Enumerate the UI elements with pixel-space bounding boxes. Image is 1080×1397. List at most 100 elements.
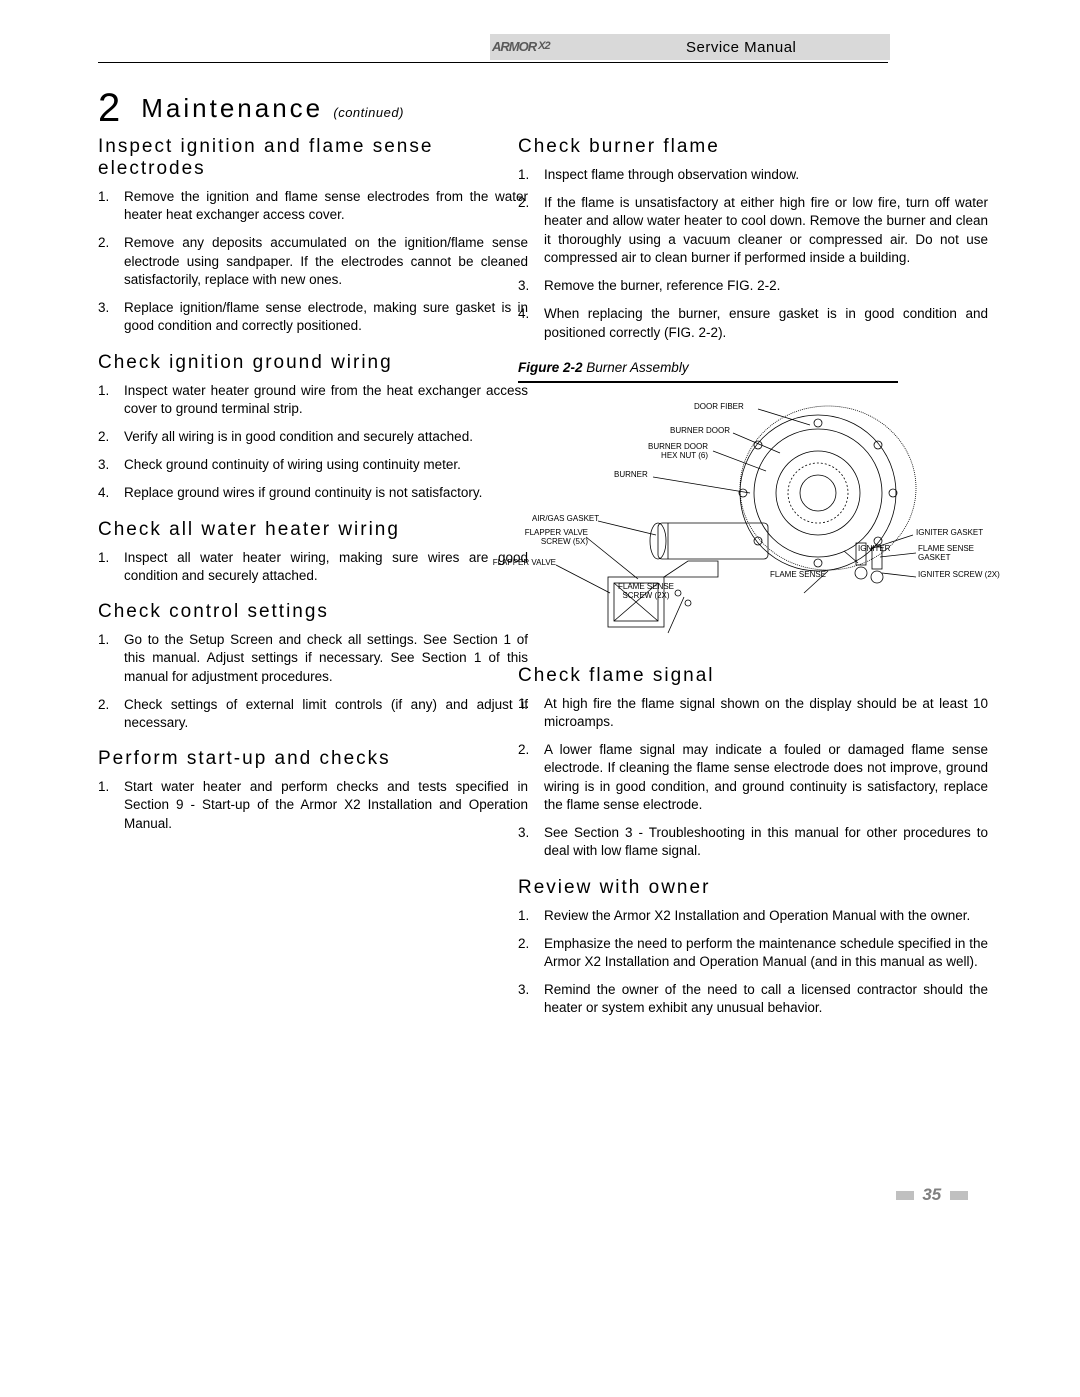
fig-label: FLAME SENSE SCREW (2X) [618,583,674,601]
heading-review: Review with owner [518,877,988,899]
list-item: 3.Remove the burner, reference FIG. 2-2. [518,277,988,295]
text: A lower flame signal may indicate a foul… [544,742,988,812]
burner-assembly-figure: DOOR FIBER BURNER DOOR BURNER DOOR HEX N… [518,393,988,649]
text: When replacing the burner, ensure gasket… [544,306,988,339]
list-item: 1.Inspect all water heater wiring, makin… [98,549,528,585]
logo-text: ARMOR [492,39,536,54]
page-bar-icon [950,1191,968,1200]
fig-label: FLAPPER VALVE [490,559,556,568]
page: Service Manual ARMOR X2 2 Maintenance (co… [0,0,1080,1397]
list-item: 1.Remove the ignition and flame sense el… [98,188,528,224]
list-startup: 1.Start water heater and perform checks … [98,778,528,833]
text: Inspect water heater ground wire from th… [124,383,528,416]
section-number: 2 [98,86,123,130]
text: Check ground continuity of wiring using … [124,457,461,472]
list-item: 4.Replace ground wires if ground continu… [98,484,528,502]
text: Check settings of external limit control… [124,697,528,730]
fig-label: IGNITER GASKET [916,529,983,538]
list-item: 3.Replace ignition/flame sense electrode… [98,299,528,335]
figure-rule [518,381,898,383]
header-label: Service Manual [686,39,796,56]
page-number: 35 [892,1185,972,1205]
left-column: Inspect ignition and flame sense electro… [98,136,528,1028]
figure-title: Burner Assembly [586,360,688,375]
heading-control: Check control settings [98,601,528,623]
text: Inspect flame through observation window… [544,167,799,182]
heading-inspect: Inspect ignition and flame sense electro… [98,136,528,180]
list-burner: 1.Inspect flame through observation wind… [518,166,988,342]
list-wiring: 1.Inspect all water heater wiring, makin… [98,549,528,585]
text: FLAME SENSE [918,544,974,553]
list-ground: 1.Inspect water heater ground wire from … [98,382,528,503]
list-item: 1.Inspect water heater ground wire from … [98,382,528,418]
text: Review the Armor X2 Installation and Ope… [544,908,970,923]
list-review: 1.Review the Armor X2 Installation and O… [518,907,988,1018]
list-item: 1.Go to the Setup Screen and check all s… [98,631,528,686]
text: Replace ground wires if ground continuit… [124,485,482,500]
text: Remind the owner of the need to call a l… [544,982,988,1015]
heading-burner: Check burner flame [518,136,988,158]
text: If the flame is unsatisfactory at either… [544,195,988,265]
fig-label: BURNER [614,471,648,480]
heading-startup: Perform start-up and checks [98,748,528,770]
text: FLAME SENSE [618,582,674,591]
text: Verify all wiring is in good condition a… [124,429,473,444]
list-item: 1.Start water heater and perform checks … [98,778,528,833]
text: Start water heater and perform checks an… [124,779,528,830]
fig-label: BURNER DOOR HEX NUT (6) [648,443,708,461]
list-item: 2.If the flame is unsatisfactory at eith… [518,194,988,267]
list-item: 1.Review the Armor X2 Installation and O… [518,907,988,925]
list-signal: 1.At high fire the flame signal shown on… [518,695,988,861]
text: SCREW (5X) [541,537,588,546]
text: Remove the burner, reference FIG. 2-2. [544,278,780,293]
page-bar-icon [896,1191,914,1200]
list-item: 2.A lower flame signal may indicate a fo… [518,741,988,814]
fig-label: IGNITER [858,545,890,554]
text: See Section 3 - Troubleshooting in this … [544,825,988,858]
text: Remove the ignition and flame sense elec… [124,189,528,222]
section-name: Maintenance [141,93,323,123]
text: HEX NUT (6) [661,451,708,460]
logo-suffix: X2 [538,40,549,52]
list-inspect: 1.Remove the ignition and flame sense el… [98,188,528,336]
list-item: 2.Remove any deposits accumulated on the… [98,234,528,289]
text: GASKET [918,553,950,562]
list-control: 1.Go to the Setup Screen and check all s… [98,631,528,732]
list-item: 4.When replacing the burner, ensure gask… [518,305,988,341]
page-number-value: 35 [922,1185,941,1204]
text: Go to the Setup Screen and check all set… [124,632,528,683]
fig-label: IGNITER SCREW (2X) [918,571,1000,580]
list-item: 2.Verify all wiring is in good condition… [98,428,528,446]
text: Emphasize the need to perform the mainte… [544,936,988,969]
heading-ground: Check ignition ground wiring [98,352,528,374]
logo: ARMOR X2 [492,36,592,56]
fig-label: BURNER DOOR [670,427,730,436]
list-item: 1.Inspect flame through observation wind… [518,166,988,184]
fig-label: FLAPPER VALVE SCREW (5X) [518,529,588,547]
text: At high fire the flame signal shown on t… [544,696,988,729]
fig-label: DOOR FIBER [694,403,744,412]
figure-number: Figure 2-2 [518,360,583,375]
heading-wiring: Check all water heater wiring [98,519,528,541]
text: SCREW (2X) [622,591,669,600]
right-column: Check burner flame 1.Inspect flame throu… [518,136,988,1028]
text: FLAPPER VALVE [525,528,588,537]
list-item: 3.See Section 3 - Troubleshooting in thi… [518,824,988,860]
list-item: 2.Emphasize the need to perform the main… [518,935,988,971]
heading-signal: Check flame signal [518,665,988,687]
fig-label: FLAME SENSE [770,571,826,580]
continued-label: (continued) [333,105,404,120]
text: BURNER DOOR [648,442,708,451]
list-item: 3.Check ground continuity of wiring usin… [98,456,528,474]
figure-caption: Figure 2-2 Burner Assembly [518,360,988,375]
text: Inspect all water heater wiring, making … [124,550,528,583]
section-title: 2 Maintenance (continued) [98,86,404,131]
list-item: 3.Remind the owner of the need to call a… [518,981,988,1017]
columns: Inspect ignition and flame sense electro… [98,136,998,1028]
text: Remove any deposits accumulated on the i… [124,235,528,286]
list-item: 1.At high fire the flame signal shown on… [518,695,988,731]
header-rule [98,62,888,63]
text: Replace ignition/flame sense electrode, … [124,300,528,333]
fig-label: FLAME SENSE GASKET [918,545,974,563]
list-item: 2.Check settings of external limit contr… [98,696,528,732]
